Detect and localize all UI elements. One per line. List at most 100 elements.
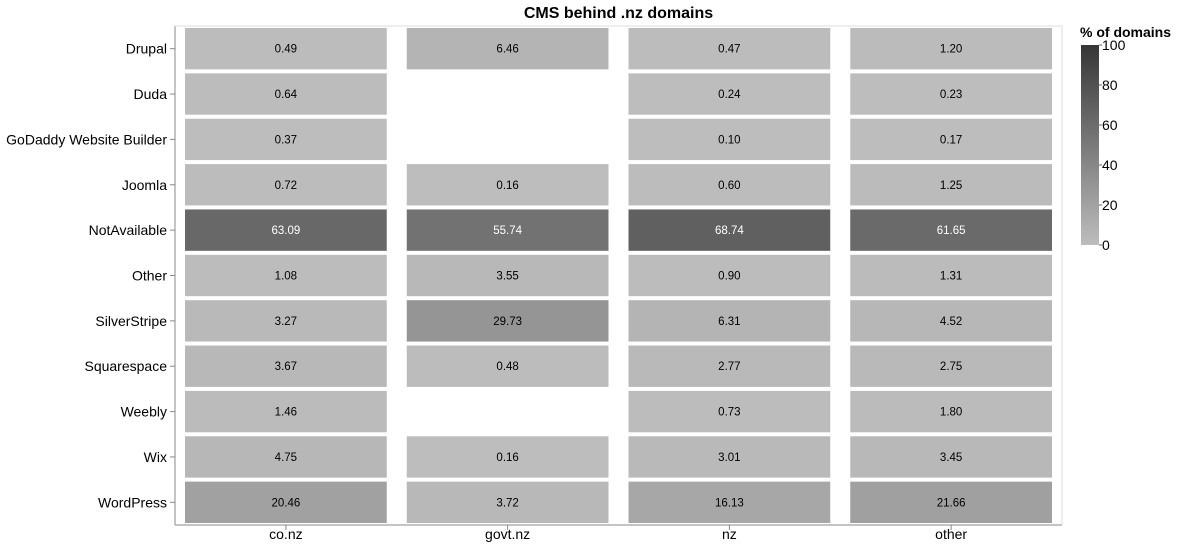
heatmap-cell [185, 118, 387, 161]
x-tick-label: govt.nz [485, 526, 530, 542]
cell-value-label: 6.31 [718, 316, 740, 328]
cell-value-label: 1.31 [940, 271, 962, 283]
heatmap-cell [628, 209, 831, 251]
heatmap-cell [628, 164, 831, 206]
cell-value-label: 2.77 [718, 361, 740, 373]
y-tick-label: NotAvailable [89, 222, 168, 238]
cell-value-label: 55.74 [493, 225, 522, 237]
legend-tick-label: 100 [1102, 37, 1126, 53]
legend-tick-label: 80 [1102, 77, 1118, 93]
cell-value-label: 0.16 [496, 452, 518, 464]
cell-value-label: 0.73 [718, 407, 740, 419]
heatmap-cell [406, 436, 609, 478]
heatmap-cell [850, 164, 1052, 206]
cell-value-label: 1.08 [275, 271, 297, 283]
heatmap-cell [850, 390, 1052, 433]
heatmap-cell [850, 118, 1052, 161]
heatmap-cell [850, 345, 1052, 387]
y-tick-label: Weebly [121, 404, 167, 420]
heatmap-cell [850, 481, 1052, 523]
heatmap-cell [628, 436, 831, 478]
heatmap-cell [628, 481, 831, 523]
cell-value-label: 68.74 [715, 225, 744, 237]
cell-value-label: 0.23 [940, 89, 962, 101]
heatmap-cell [850, 73, 1052, 115]
x-tick-label: nz [722, 526, 737, 542]
cell-value-label: 1.25 [940, 180, 962, 192]
cell-value-label: 1.20 [940, 44, 962, 56]
heatmap-cell [406, 345, 609, 387]
heatmap-cell [185, 28, 387, 70]
heatmap-cell [185, 73, 387, 115]
cell-value-label: 16.13 [715, 497, 744, 509]
cell-value-label: 29.73 [493, 316, 522, 328]
heatmap-cell [628, 118, 831, 161]
heatmap-cell [850, 209, 1052, 251]
heatmap-cell [406, 300, 609, 342]
heatmap-cell [185, 345, 387, 387]
heatmap-cell [628, 345, 831, 387]
cell-value-label: 0.37 [275, 134, 297, 146]
y-tick-label: Squarespace [84, 358, 167, 374]
cell-value-label: 0.47 [718, 44, 740, 56]
cell-value-label: 3.55 [496, 271, 518, 283]
heatmap-cell [850, 436, 1052, 478]
legend-tick-label: 20 [1102, 197, 1118, 213]
y-tick-label: GoDaddy Website Builder [6, 131, 167, 147]
cell-value-label: 20.46 [271, 497, 300, 509]
y-tick-label: Joomla [122, 177, 167, 193]
heatmap-cell [628, 254, 831, 297]
cell-value-label: 63.09 [271, 225, 300, 237]
heatmap-cell [185, 254, 387, 297]
heatmap-cell [850, 254, 1052, 297]
heatmap-cell [850, 28, 1052, 70]
cell-value-label: 4.52 [940, 316, 962, 328]
cell-value-label: 0.72 [275, 180, 297, 192]
legend-color-bar [1081, 45, 1099, 245]
heatmap-cell [406, 28, 609, 70]
y-tick-label: WordPress [98, 494, 167, 510]
heatmap-cell [628, 390, 831, 433]
cell-value-label: 0.90 [718, 271, 740, 283]
legend-title: % of domains [1080, 24, 1171, 40]
y-tick-label: Drupal [126, 41, 167, 57]
heatmap-cell [185, 209, 387, 251]
legend-tick-label: 40 [1102, 157, 1118, 173]
heatmap-cell [406, 164, 609, 206]
cell-value-label: 0.16 [496, 180, 518, 192]
cell-value-label: 3.45 [940, 452, 962, 464]
cell-value-label: 3.72 [496, 497, 518, 509]
cell-value-label: 0.10 [718, 134, 740, 146]
cell-value-label: 0.48 [496, 361, 518, 373]
heatmap-cell [628, 28, 831, 70]
cell-value-label: 21.66 [937, 497, 966, 509]
y-tick-label: Other [132, 268, 167, 284]
heatmap-cell [406, 209, 609, 251]
cell-value-label: 2.75 [940, 361, 962, 373]
cell-value-label: 1.46 [275, 407, 297, 419]
heatmap-cell [406, 481, 609, 523]
heatmap-cell [628, 300, 831, 342]
y-tick-label: SilverStripe [95, 313, 167, 329]
x-tick-label: other [935, 526, 967, 542]
cell-value-label: 6.46 [496, 44, 518, 56]
y-tick-label: Wix [144, 449, 167, 465]
x-tick-label: co.nz [269, 526, 302, 542]
cell-value-label: 1.80 [940, 407, 962, 419]
cell-value-label: 0.49 [275, 44, 297, 56]
cell-value-label: 3.01 [718, 452, 740, 464]
legend-tick-label: 60 [1102, 117, 1118, 133]
heatmap-cell [406, 254, 609, 297]
cell-value-label: 0.17 [940, 134, 962, 146]
cell-value-label: 0.24 [718, 89, 741, 101]
heatmap-cell [185, 436, 387, 478]
heatmap-cell [185, 481, 387, 523]
chart-title: CMS behind .nz domains [524, 5, 713, 22]
heatmap-cell [185, 164, 387, 206]
heatmap-cell [850, 300, 1052, 342]
y-tick-label: Duda [134, 86, 168, 102]
legend-tick-label: 0 [1102, 237, 1110, 253]
cell-value-label: 0.60 [718, 180, 740, 192]
